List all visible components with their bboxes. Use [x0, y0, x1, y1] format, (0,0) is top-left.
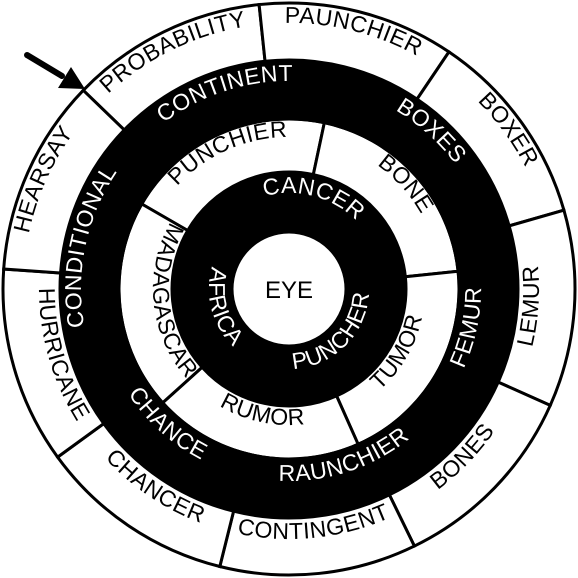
arrow-icon	[24, 52, 85, 89]
center-word: EYE	[265, 277, 313, 304]
ring-4-segment-9	[2, 88, 127, 275]
center-circle: EYE	[230, 230, 348, 348]
